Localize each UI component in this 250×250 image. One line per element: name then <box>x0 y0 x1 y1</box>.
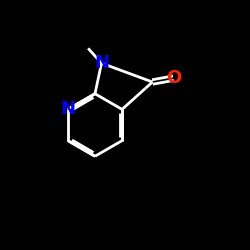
Text: N: N <box>94 54 109 72</box>
Text: N: N <box>60 100 76 118</box>
Text: O: O <box>166 69 181 87</box>
